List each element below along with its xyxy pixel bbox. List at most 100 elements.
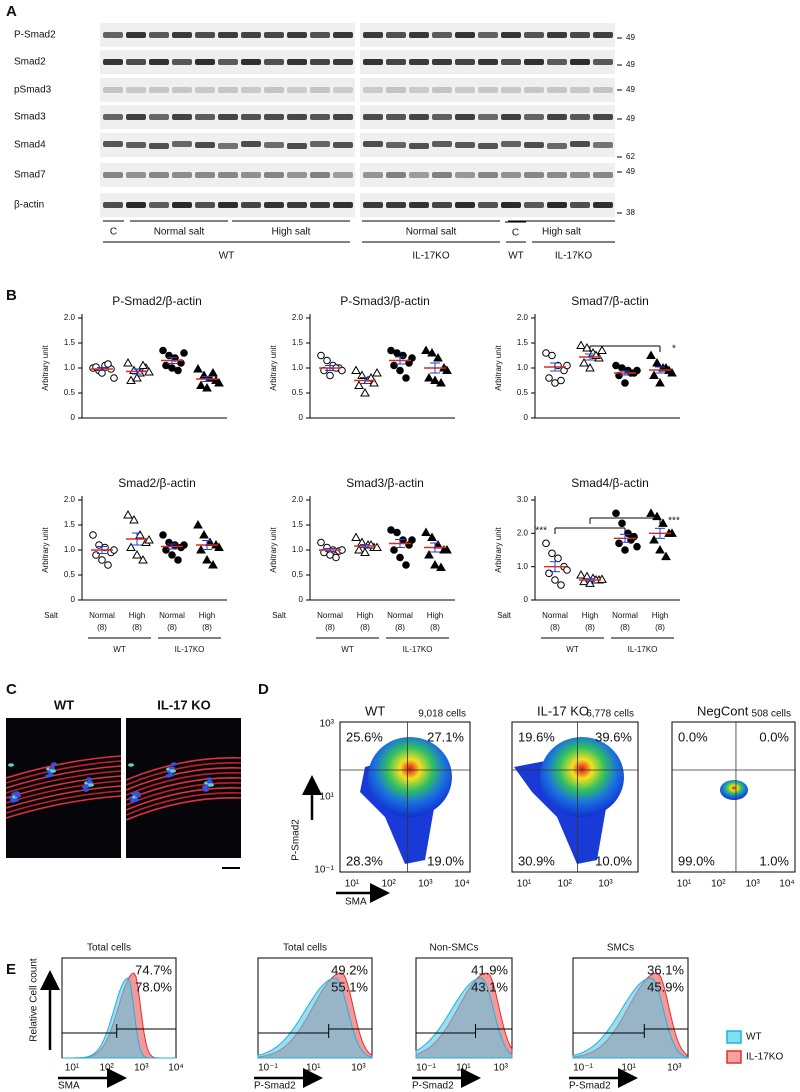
chart-title: P-Smad2/β-actin [112, 294, 202, 308]
blot-band [103, 172, 123, 178]
y-tick-label: 1.5 [292, 338, 304, 347]
x-tick-label: Normal [542, 611, 568, 620]
blot-label: Smad7 [14, 170, 46, 181]
blot-band [363, 141, 383, 147]
data-point [563, 361, 571, 370]
genotype-label: WT [508, 251, 524, 262]
blot-label: β-actin [14, 200, 44, 211]
blot-band [333, 87, 353, 93]
plot-title: SMCs [607, 943, 634, 954]
x-tick-label: 10¹ [517, 879, 532, 890]
y-axis-label: Arbitrary unit [494, 345, 503, 391]
data-point [557, 376, 565, 385]
y-tick-label: 1.5 [64, 520, 76, 529]
genotype-label: IL-17KO [175, 645, 205, 654]
blot-band [363, 202, 383, 208]
y-tick-label: 1.0 [64, 545, 76, 554]
nucleus [87, 780, 93, 784]
n-label: (8) [202, 623, 212, 632]
data-point [427, 532, 437, 541]
blot-band [126, 87, 146, 93]
blot-band [547, 87, 567, 93]
nucleus [51, 762, 57, 766]
data-point [436, 562, 446, 571]
data-point [132, 549, 142, 559]
data-point [548, 549, 556, 558]
blot-band [593, 172, 613, 178]
nucleus [134, 791, 140, 795]
blot-band [570, 172, 590, 178]
n-label: (8) [97, 623, 107, 632]
group-label: C [512, 228, 519, 239]
y-tick-label: 0.5 [517, 388, 529, 397]
blot-band [172, 172, 192, 178]
x-tick-label: 10³ [494, 1063, 509, 1074]
data-point [421, 527, 431, 536]
genotype-label: IL-17KO [555, 251, 592, 262]
plot-title: Total cells [87, 943, 131, 954]
n-label: (8) [585, 623, 595, 632]
ko-percent: 78.0% [135, 979, 172, 994]
blot-band [333, 59, 353, 65]
nucleus [50, 769, 56, 773]
blot-band [149, 172, 169, 178]
x-tick-label: 10³ [351, 1063, 366, 1074]
blot-band [478, 172, 498, 178]
blot-band [310, 202, 330, 208]
data-point [168, 551, 176, 559]
blot-band [218, 172, 238, 178]
blot-band [386, 114, 406, 120]
data-point [193, 519, 203, 529]
data-point [624, 529, 632, 538]
data-point [390, 546, 398, 554]
blot-band [409, 87, 429, 93]
blot-band [195, 87, 215, 93]
x-tick-label: 10⁴ [168, 1063, 183, 1074]
blot-band [455, 59, 475, 65]
blot-band [287, 114, 307, 120]
ko-percent: 55.1% [331, 979, 368, 994]
data-point [162, 546, 170, 554]
chart-title: Smad4/β-actin [571, 476, 649, 490]
x-axis-label: P-Smad2 [569, 1081, 611, 1092]
blot-band [333, 142, 353, 148]
blot-band [570, 32, 590, 38]
data-point [92, 551, 100, 559]
nucleus [170, 769, 176, 773]
significance: * [672, 344, 676, 355]
blot-band [333, 114, 353, 120]
blot-band [195, 59, 215, 65]
nucleus [49, 766, 55, 770]
x-tick-label: 10¹ [456, 1063, 471, 1074]
blot-band [241, 32, 261, 38]
data-point [202, 554, 212, 564]
data-point [658, 518, 668, 527]
data-point [323, 356, 331, 365]
blot-band [593, 87, 613, 93]
blot-band [432, 87, 452, 93]
cell-count: 508 cells [752, 709, 791, 720]
data-point [180, 541, 188, 549]
quadrant-percent: 25.6% [346, 729, 383, 744]
blot-band [547, 143, 567, 149]
x-tick-label: High [652, 611, 668, 620]
x-tick-label: 10³ [667, 1063, 682, 1074]
data-point [129, 514, 139, 524]
blot-band [241, 59, 261, 65]
nucleus [168, 773, 174, 777]
blot-band [547, 202, 567, 208]
data-point [317, 351, 325, 360]
blot-band [478, 87, 498, 93]
blot-band [126, 202, 146, 208]
y-axis-label: Relative Cell count [29, 958, 40, 1042]
blot-band [195, 114, 215, 120]
blot-band [149, 143, 169, 149]
blot-band [218, 202, 238, 208]
y-tick-label: 0 [524, 595, 529, 604]
data-point [649, 534, 659, 544]
data-point [138, 360, 148, 369]
x-tick-label: 10⁻¹ [416, 1063, 436, 1074]
blot-band [264, 202, 284, 208]
mw-label: 49 [626, 114, 635, 123]
